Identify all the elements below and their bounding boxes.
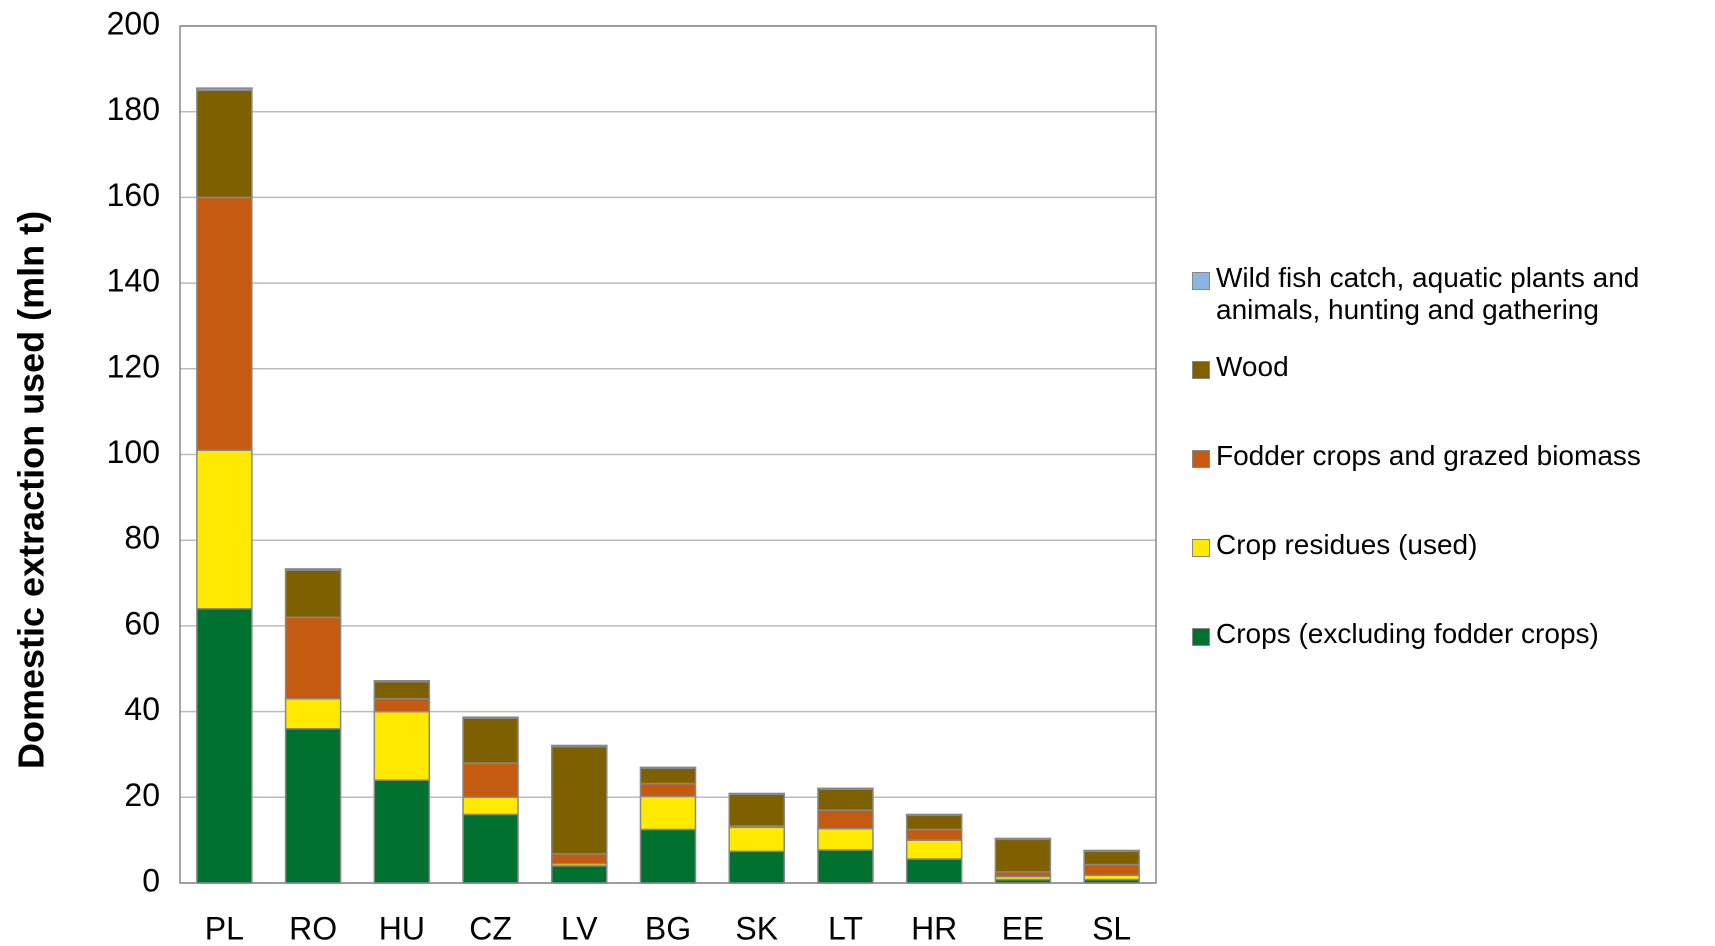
bar-segment (462, 796, 519, 816)
bar-segment (1083, 850, 1140, 866)
bar-segment (905, 839, 963, 860)
bar-segment (196, 196, 253, 451)
bar-segment (373, 679, 431, 683)
x-tick-label: HR (911, 910, 957, 946)
bar-segment (817, 827, 874, 851)
bar-segment (551, 853, 608, 865)
legend-label: Crop residues (used) (1216, 529, 1478, 560)
x-tick-label: PL (205, 910, 244, 946)
legend-label: Wood (1216, 351, 1289, 382)
bar-segment (196, 89, 253, 199)
x-tick-label: BG (645, 910, 691, 946)
bar-segment (639, 766, 697, 769)
bar-segment (373, 779, 431, 884)
bar-segment (639, 782, 697, 798)
bar-segment (1083, 849, 1140, 853)
y-tick-label: 120 (107, 348, 160, 384)
bar-segment (817, 787, 874, 790)
bar-segment (284, 569, 342, 619)
bar-segment (551, 865, 608, 884)
bar-segment (639, 795, 697, 831)
bar-segment (462, 813, 519, 884)
x-tick-label: LT (828, 910, 863, 946)
y-axis-title: Domestic extraction used (mln t) (11, 211, 52, 769)
y-tick-label: 20 (124, 777, 160, 813)
bar-segment (817, 788, 874, 811)
legend-swatch (1192, 272, 1210, 290)
legend-item: Fodder crops and grazed biomass (1192, 440, 1712, 529)
bar-segment (905, 858, 963, 884)
bar-segment (373, 697, 431, 713)
bar-segment (905, 813, 963, 817)
bar-segment (196, 87, 253, 92)
x-tick-label: SL (1092, 910, 1131, 946)
legend-swatch (1192, 361, 1210, 379)
legend-label: Crops (excluding fodder crops) (1216, 618, 1599, 649)
bar-segment (284, 616, 342, 700)
legend-swatch (1192, 628, 1210, 646)
bar-segment (1083, 863, 1140, 877)
x-tick-label: HU (379, 910, 425, 946)
bar-segment (373, 680, 431, 700)
y-tick-label: 100 (107, 434, 160, 470)
y-tick-label: 40 (124, 691, 160, 727)
bar-segment (817, 849, 874, 884)
bar-segment (639, 828, 697, 884)
x-tick-label: SK (735, 910, 778, 946)
legend-item: Crop residues (used) (1192, 529, 1712, 618)
x-tick-label: LV (561, 910, 598, 946)
y-tick-label: 160 (107, 177, 160, 213)
x-tick-label: CZ (469, 910, 512, 946)
bar-segment (728, 826, 785, 853)
bar-segment (994, 837, 1052, 841)
bar-segment (551, 744, 608, 748)
bar-segment (462, 716, 519, 719)
y-tick-label: 80 (124, 520, 160, 556)
bar-segment (905, 828, 963, 841)
bar-segment (284, 697, 342, 730)
bar-segment (817, 809, 874, 830)
x-tick-label: RO (289, 910, 337, 946)
legend-label: Wild fish catch, aquatic plants and anim… (1216, 262, 1640, 325)
bar-segment (196, 608, 253, 884)
bar-segment (373, 710, 431, 781)
y-tick-label: 200 (107, 5, 160, 41)
y-tick-label: 60 (124, 605, 160, 641)
bar-segment (728, 850, 785, 884)
legend: Wild fish catch, aquatic plants and anim… (1192, 262, 1712, 707)
legend-item: Crops (excluding fodder crops) (1192, 618, 1712, 707)
y-tick-label: 180 (107, 91, 160, 127)
bar-segment (905, 814, 963, 831)
x-tick-label: EE (1002, 910, 1045, 946)
legend-swatch (1192, 539, 1210, 557)
bar-segment (551, 745, 608, 855)
legend-item: Wild fish catch, aquatic plants and anim… (1192, 262, 1712, 351)
bar-segment (196, 449, 253, 610)
bar-segment (284, 568, 342, 571)
bar-segment (639, 767, 697, 785)
bar-segment (462, 717, 519, 764)
bar-segment (994, 838, 1052, 873)
bar-segment (284, 727, 342, 884)
bar-segment (728, 792, 785, 796)
legend-swatch (1192, 450, 1210, 468)
legend-item: Wood (1192, 351, 1712, 440)
legend-label: Fodder crops and grazed biomass (1216, 440, 1641, 471)
bar-segment (728, 793, 785, 827)
y-tick-label: 140 (107, 263, 160, 299)
y-tick-label: 0 (142, 862, 160, 898)
bar-segment (462, 762, 519, 799)
